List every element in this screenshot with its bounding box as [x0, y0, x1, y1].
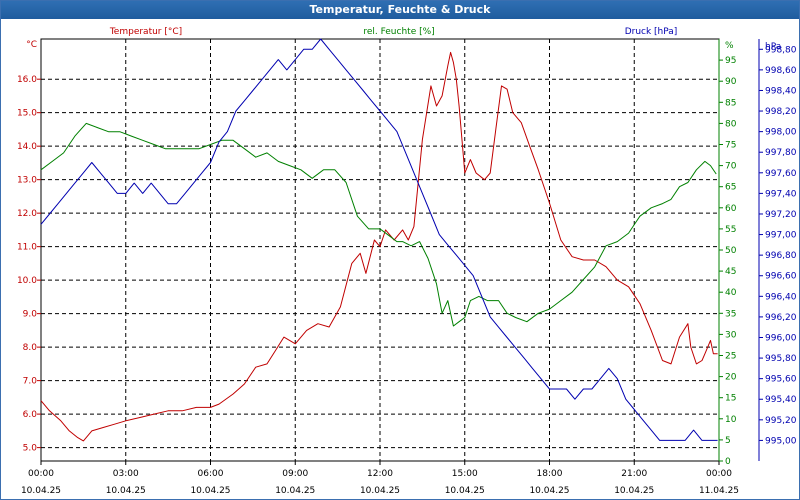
y-middle-tick-label: 15 [725, 394, 736, 404]
y-middle-tick-label: 35 [725, 309, 736, 319]
y-left-tick-label: 7.0 [23, 377, 38, 387]
y-left-tick-label: 13.0 [17, 176, 37, 186]
y-middle-tick-label: 70 [725, 162, 737, 172]
y-left-tick-label: 6.0 [23, 410, 38, 420]
x-tick-label-date: 10.04.25 [190, 486, 230, 496]
y-middle-tick-label: 30 [725, 330, 737, 340]
y-right-tick-label: 997,40 [765, 189, 797, 199]
x-tick-label-time: 00:00 [28, 469, 54, 479]
y-left-tick-label: 16.0 [17, 75, 37, 85]
y-middle-tick-label: 45 [725, 267, 736, 277]
x-tick-label-time: 12:00 [367, 469, 393, 479]
y-middle-tick-label: 90 [725, 77, 737, 87]
y-left-tick-label: 11.0 [17, 243, 37, 253]
x-tick-label-time: 15:00 [452, 469, 478, 479]
y-right-tick-label: 998,60 [765, 66, 797, 76]
y-middle-tick-label: 10 [725, 415, 737, 425]
y-right-tick-label: 997,80 [765, 148, 797, 158]
pressure-line [40, 38, 718, 441]
y-right-tick-label: 998,20 [765, 107, 797, 117]
y-right-tick-label: 998,00 [765, 128, 797, 138]
y-left-tick-label: 8.0 [23, 343, 38, 353]
x-tick-label-date: 10.04.25 [275, 486, 315, 496]
x-tick-label-time: 06:00 [198, 469, 224, 479]
y-middle-tick-label: 85 [725, 98, 736, 108]
y-left-tick-label: 9.0 [23, 310, 38, 320]
y-right-unit: hPa [765, 42, 781, 52]
y-right-tick-label: 996,00 [765, 333, 797, 343]
y-right-tick-label: 998,40 [765, 86, 797, 96]
y-right-tick-label: 996,20 [765, 313, 797, 323]
y-middle-tick-label: 40 [725, 288, 737, 298]
temperature-line [40, 51, 718, 442]
y-left-tick-label: 5.0 [23, 444, 38, 454]
x-tick-label-date: 10.04.25 [21, 486, 61, 496]
y-middle-tick-label: 75 [725, 141, 736, 151]
y-left-axis-label: Temperatur [°C] [109, 27, 182, 37]
y-left-tick-label: 10.0 [17, 276, 37, 286]
x-tick-label-date: 10.04.25 [529, 486, 569, 496]
x-tick-label-time: 09:00 [282, 469, 308, 479]
x-tick-label-time: 21:00 [621, 469, 647, 479]
y-right-tick-label: 997,00 [765, 231, 797, 241]
y-middle-tick-label: 5 [725, 436, 731, 446]
y-middle-tick-label: 60 [725, 204, 737, 214]
y-middle-tick-label: 20 [725, 373, 737, 383]
y-middle-tick-label: 25 [725, 352, 736, 362]
y-right-tick-label: 996,60 [765, 272, 797, 282]
y-right-tick-label: 995,20 [765, 416, 797, 426]
y-middle-tick-label: 65 [725, 183, 736, 193]
y-right-tick-label: 995,80 [765, 354, 797, 364]
y-right-tick-label: 996,80 [765, 251, 797, 261]
y-right-tick-label: 996,40 [765, 292, 797, 302]
x-tick-label-date: 10.04.25 [614, 486, 654, 496]
y-middle-tick-label: 95 [725, 56, 736, 66]
y-middle-tick-label: 50 [725, 246, 737, 256]
x-tick-label-time: 00:00 [706, 469, 732, 479]
humidity-line [40, 122, 717, 327]
y-left-tick-label: 14.0 [17, 142, 37, 152]
x-tick-label-date: 11.04.25 [699, 486, 739, 496]
y-right-tick-label: 997,20 [765, 210, 797, 220]
window-title: Temperatur, Feuchte & Druck [1, 1, 799, 19]
x-tick-label-time: 03:00 [113, 469, 139, 479]
y-middle-tick-label: 0 [725, 457, 731, 467]
x-tick-label-date: 10.04.25 [360, 486, 400, 496]
y-middle-tick-label: 55 [725, 225, 736, 235]
y-right-tick-label: 995,00 [765, 436, 797, 446]
x-tick-label-date: 10.04.25 [106, 486, 146, 496]
y-middle-tick-label: 80 [725, 119, 737, 129]
y-right-tick-label: 998,80 [765, 45, 797, 55]
x-tick-label-date: 10.04.25 [445, 486, 485, 496]
y-middle-axis-label: rel. Feuchte [%] [363, 27, 434, 37]
y-right-axis-label: Druck [hPa] [625, 27, 678, 37]
y-left-unit: °C [26, 40, 37, 50]
y-right-tick-label: 995,40 [765, 395, 797, 405]
y-middle-tick-label: % [725, 41, 734, 51]
y-left-tick-label: 12.0 [17, 209, 37, 219]
y-right-tick-label: 995,60 [765, 375, 797, 385]
y-right-tick-label: 997,60 [765, 169, 797, 179]
x-tick-label-time: 18:00 [537, 469, 563, 479]
y-left-tick-label: 15.0 [17, 109, 37, 119]
